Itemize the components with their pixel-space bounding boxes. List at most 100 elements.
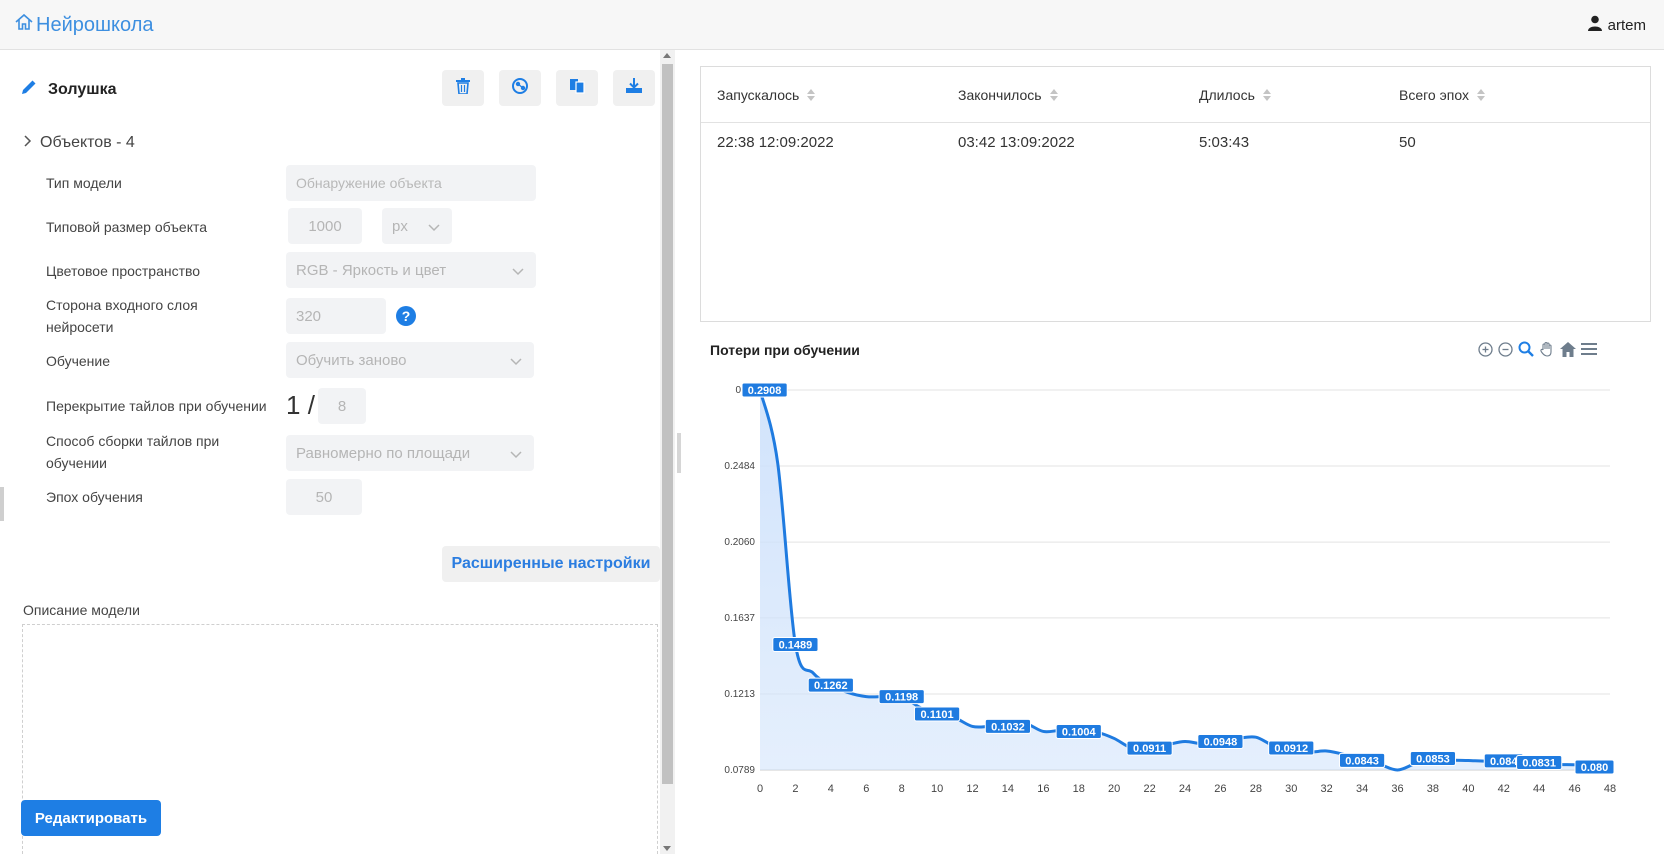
description-label: Описание модели [23, 602, 140, 618]
svg-text:0.0912: 0.0912 [1274, 743, 1308, 755]
advanced-settings-button[interactable]: Расширенные настройки [442, 546, 660, 582]
svg-text:0.0831: 0.0831 [1522, 757, 1556, 769]
reset-home-icon[interactable] [1560, 341, 1576, 357]
data-label: 0.0853 [1409, 751, 1457, 767]
objects-count: Объектов - 4 [40, 134, 135, 151]
data-label: 0.0948 [1197, 733, 1244, 749]
x-tick-label: 42 [1498, 783, 1510, 795]
y-tick-label: 0.1637 [724, 613, 755, 624]
data-label: 0.2908 [741, 382, 788, 398]
x-tick-label: 22 [1143, 783, 1155, 795]
data-label: 0.0912 [1268, 740, 1315, 756]
chevron-right-icon [24, 134, 40, 152]
y-tick-label: 0.0789 [724, 765, 755, 776]
network-settings-button[interactable] [499, 70, 541, 106]
panel-edge-handle[interactable] [0, 487, 4, 521]
description-textarea[interactable] [22, 624, 658, 854]
tile-assembly-label-line1: Способ сборки тайлов при [46, 433, 220, 449]
svg-text:0.1004: 0.1004 [1062, 726, 1097, 738]
x-tick-label: 48 [1604, 783, 1616, 795]
tile-assembly-select[interactable]: Равномерно по площади [286, 435, 534, 471]
color-space-value: RGB - Яркость и цвет [296, 261, 447, 279]
input-side-input[interactable]: 320 [286, 298, 386, 334]
x-tick-label: 40 [1462, 783, 1474, 795]
object-size-label: Типовой размер объекта [46, 219, 208, 235]
object-size-unit-value: px [392, 217, 408, 235]
help-icon[interactable]: ? [396, 306, 416, 331]
zoom-out-icon[interactable] [1498, 341, 1513, 357]
x-tick-label: 12 [966, 783, 978, 795]
input-side-label-line1: Сторона входного слоя [46, 297, 198, 313]
trash-icon [456, 77, 470, 99]
edit-button[interactable]: Редактировать [21, 800, 161, 836]
objects-toggle[interactable]: Объектов - 4 [24, 134, 135, 152]
color-space-select[interactable]: RGB - Яркость и цвет [286, 252, 536, 288]
network-gear-icon [511, 77, 529, 100]
top-bar: Нейрошкола artem [0, 0, 1664, 50]
table-cell-started: 22:38 12:09:2022 [717, 134, 834, 151]
x-tick-label: 46 [1568, 783, 1580, 795]
selection-zoom-icon[interactable] [1518, 341, 1534, 357]
data-label: 0.1101 [913, 706, 961, 722]
data-label: 0.1198 [878, 689, 925, 705]
object-size-unit-select[interactable]: px [382, 208, 452, 244]
brand-name: Нейрошкола [36, 13, 154, 36]
table-header [701, 67, 1650, 123]
y-tick-label: 0.2484 [724, 461, 755, 472]
tile-overlap-input[interactable]: 8 [318, 388, 366, 424]
svg-text:0.0843: 0.0843 [1345, 755, 1379, 767]
column-header-started[interactable]: Запускалось [717, 87, 816, 103]
data-label: 0.1032 [984, 718, 1032, 734]
panel-scrollbar[interactable] [660, 50, 675, 854]
pan-hand-icon[interactable] [1539, 341, 1555, 357]
svg-text:0.1489: 0.1489 [779, 639, 813, 651]
delete-button[interactable] [442, 70, 484, 106]
panel-splitter[interactable] [677, 433, 681, 473]
table-cell-duration: 5:03:43 [1199, 134, 1250, 151]
svg-text:0.1101: 0.1101 [921, 709, 954, 721]
column-header-duration[interactable]: Длилось [1199, 87, 1271, 103]
user-icon [1587, 15, 1608, 35]
training-label: Обучение [46, 353, 111, 369]
chevron-down-icon [510, 446, 522, 463]
svg-text:0.080: 0.080 [1581, 762, 1609, 774]
chart-ticks: 0.07890.12130.16370.20600.24840.29024681… [724, 385, 1616, 795]
home-icon [14, 12, 36, 38]
y-tick-label: 0.1213 [724, 689, 755, 700]
chart-area-layer [758, 389, 1611, 772]
sort-icon [1476, 89, 1485, 101]
table-cell-epochs: 50 [1399, 134, 1416, 151]
chart-data-labels: 0.2908 0.1489 0.1262 0.1198 0.1101 0.1032 0.10… [741, 382, 1615, 775]
column-header-label: Длилось [1199, 87, 1255, 103]
copy-button[interactable] [556, 70, 598, 106]
tile-overlap-fraction: 1 / [286, 390, 315, 420]
x-tick-label: 20 [1108, 783, 1120, 795]
brand-link[interactable]: Нейрошкола [14, 12, 153, 38]
column-header-epochs[interactable]: Всего эпох [1399, 87, 1485, 103]
x-tick-label: 38 [1427, 783, 1439, 795]
y-tick-label: 0.2060 [724, 537, 755, 548]
copy-icon [569, 78, 585, 99]
chevron-down-icon [428, 219, 440, 236]
scroll-down-arrow[interactable] [663, 846, 671, 851]
training-select[interactable]: Обучить заново [286, 342, 534, 378]
download-button[interactable] [613, 70, 655, 106]
epochs-input[interactable]: 50 [286, 479, 362, 515]
svg-text:0.1032: 0.1032 [991, 721, 1025, 733]
zoom-in-icon[interactable] [1478, 341, 1493, 357]
object-size-input[interactable]: 1000 [288, 208, 362, 244]
training-runs-table: Запускалось Закончилось Длилось Всего эп… [700, 66, 1651, 322]
scrollbar-thumb[interactable] [662, 64, 673, 784]
model-type-label: Тип модели [46, 175, 122, 191]
column-header-finished[interactable]: Закончилось [958, 87, 1058, 103]
user-name: artem [1607, 16, 1646, 34]
scroll-up-arrow[interactable] [663, 53, 671, 58]
chart-menu-icon[interactable] [1581, 342, 1597, 356]
x-tick-label: 24 [1179, 783, 1191, 795]
sort-icon [1262, 89, 1271, 101]
data-label: 0.1262 [807, 677, 854, 693]
model-type-field[interactable]: Обнаружение объекта [286, 165, 536, 201]
user-menu[interactable]: artem [1587, 15, 1646, 35]
input-side-label-line2: нейросети [46, 319, 114, 335]
data-label: 0.084 [1483, 753, 1524, 769]
